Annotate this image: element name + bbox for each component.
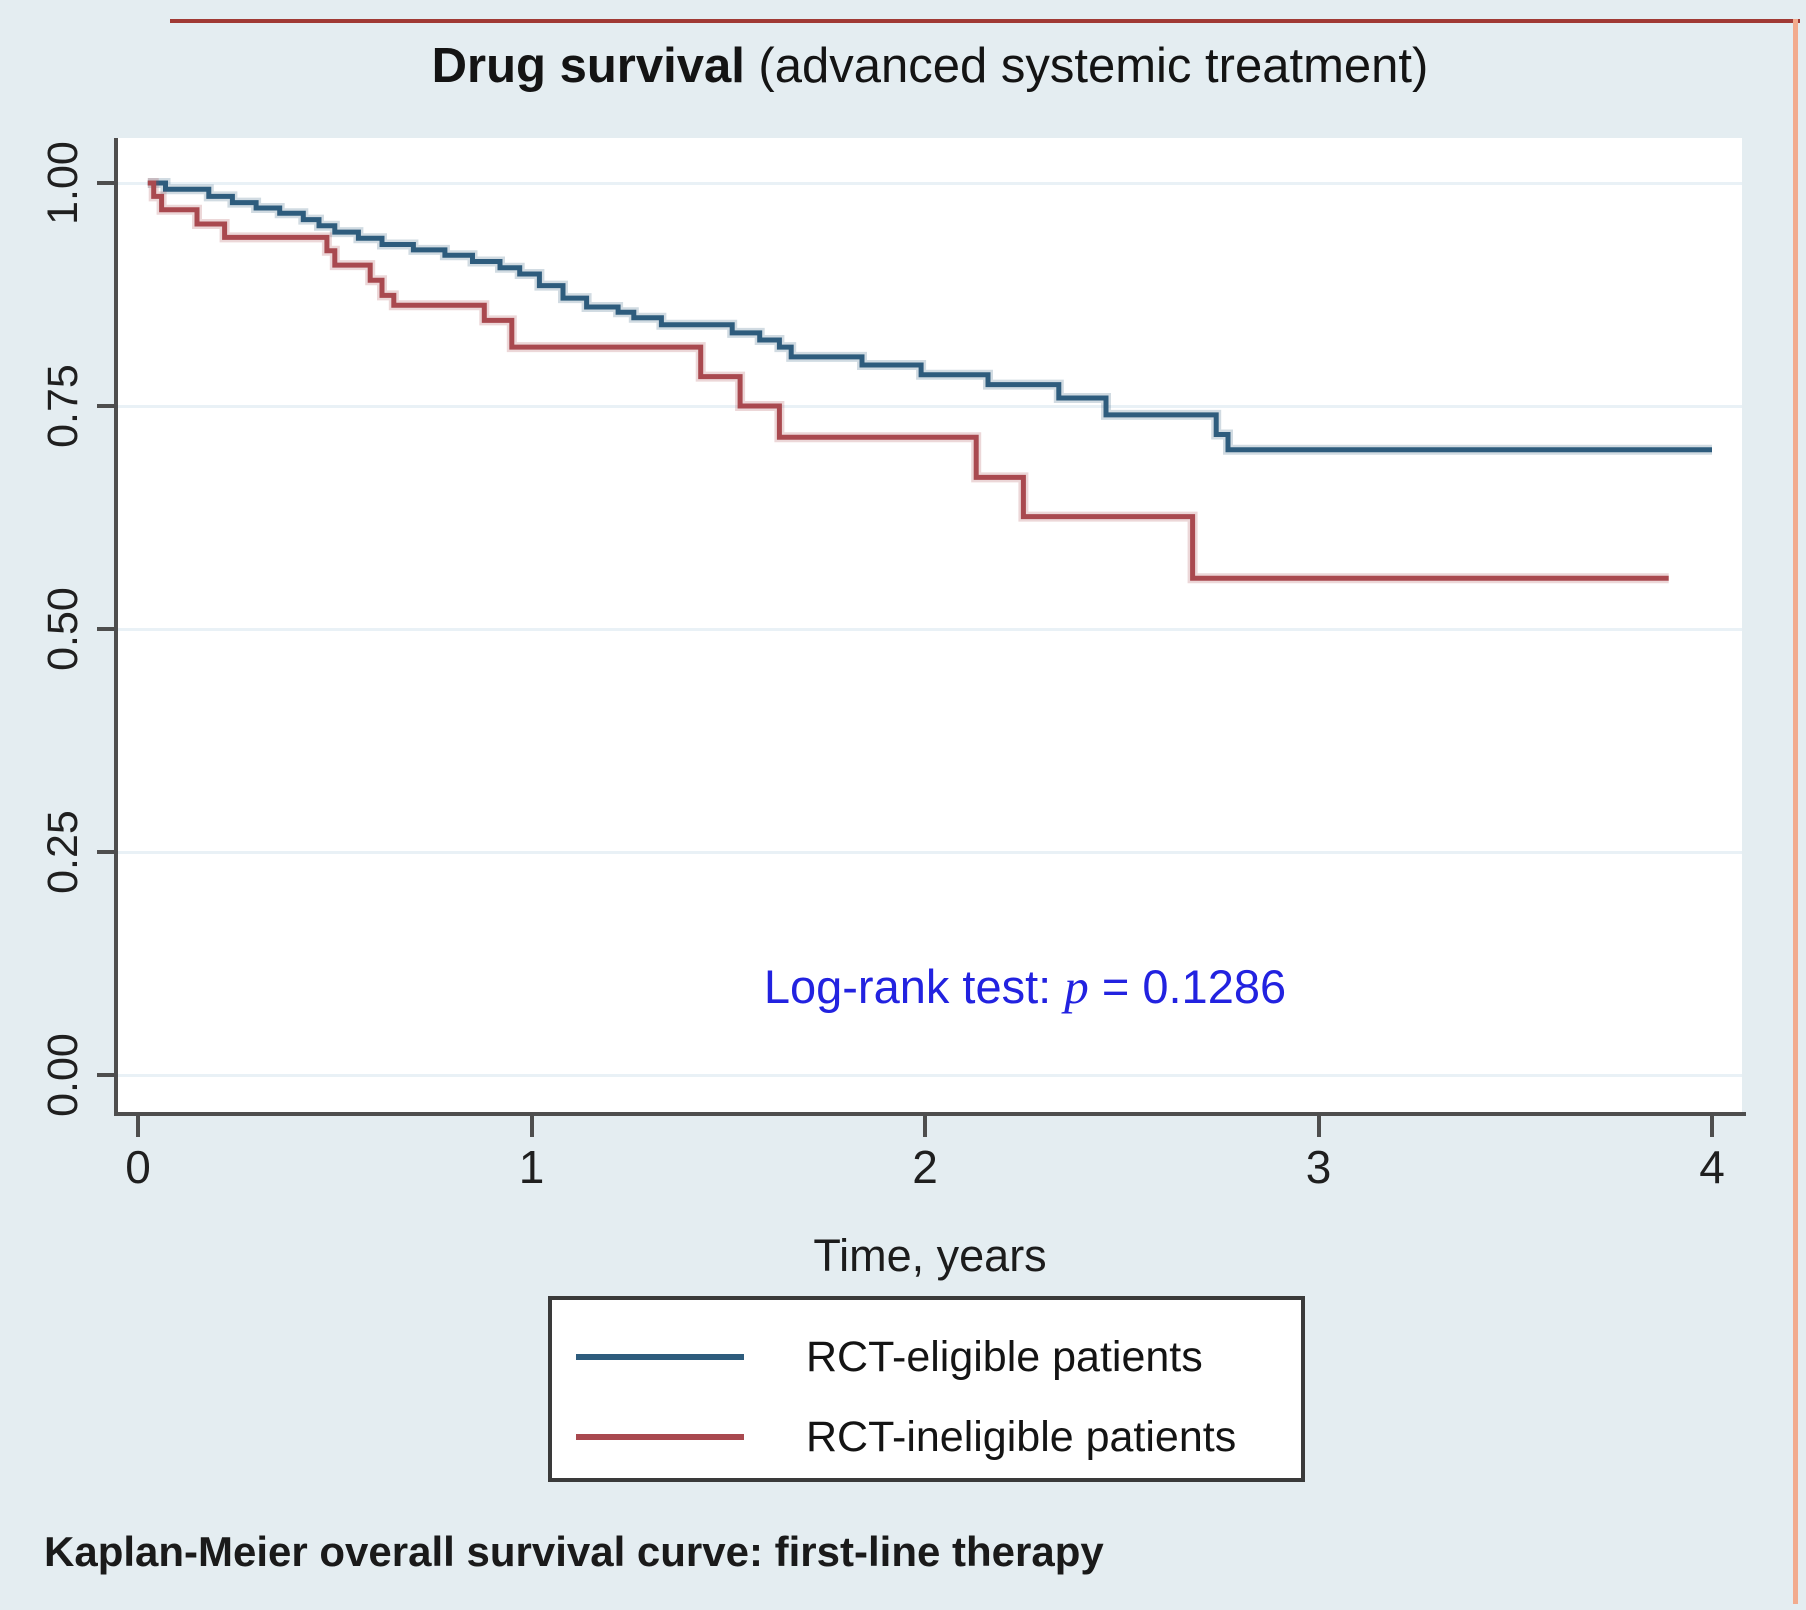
x-tick-label: 0 — [125, 1141, 151, 1193]
km-curve-halo — [147, 178, 1712, 455]
x-tick-label: 4 — [1699, 1141, 1725, 1193]
top-crop-line — [170, 19, 1800, 23]
y-tick-mark — [97, 1073, 114, 1077]
y-axis-line — [114, 138, 118, 1116]
eligible-line-swatch — [576, 1354, 744, 1360]
y-tick-mark — [97, 404, 114, 408]
plot-area — [118, 138, 1742, 1112]
x-tick-mark — [1316, 1116, 1321, 1137]
km-curve-rct-eligible — [147, 180, 1712, 453]
legend-item-ineligible: RCT-ineligible patients — [552, 1412, 1301, 1462]
x-tick-mark — [529, 1116, 534, 1137]
logrank-annotation: Log-rank test: p = 0.1286 — [600, 958, 1450, 1015]
y-tick-mark — [97, 627, 114, 631]
chart-title-subtitle: (advanced systemic treatment) — [744, 39, 1429, 93]
km-curve-rct-ineligible — [147, 180, 1669, 581]
legend-label-eligible: RCT-eligible patients — [806, 1332, 1203, 1381]
ineligible-line-swatch — [576, 1434, 744, 1440]
logrank-value: = 0.1286 — [1088, 960, 1287, 1013]
logrank-prefix: Log-rank test: — [763, 960, 1065, 1013]
legend-item-eligible: RCT-eligible patients — [552, 1332, 1301, 1382]
x-tick-mark — [1710, 1116, 1714, 1137]
x-axis-title: Time, years — [813, 1230, 1047, 1281]
x-axis-line — [114, 1112, 1746, 1116]
x-tick-mark — [923, 1116, 927, 1137]
x-tick-label: 2 — [912, 1141, 938, 1193]
h-gridline — [118, 1074, 1742, 1077]
x-tick-mark — [136, 1116, 140, 1137]
x-tick-label: 3 — [1305, 1141, 1332, 1193]
h-gridline — [118, 851, 1742, 854]
h-gridline — [118, 628, 1742, 631]
legend-box: RCT-eligible patients RCT-ineligible pat… — [548, 1296, 1305, 1482]
legend-label-ineligible: RCT-ineligible patients — [806, 1412, 1237, 1461]
logrank-p-symbol: p — [1064, 959, 1089, 1014]
chart-title: Drug survival (advanced systemic treatme… — [118, 38, 1742, 94]
y-tick-mark — [97, 181, 114, 185]
figure-caption: Kaplan-Meier overall survival curve: fir… — [44, 1528, 1104, 1575]
x-tick-label: 1 — [518, 1141, 545, 1193]
y-tick-mark — [97, 850, 114, 854]
h-gridline — [118, 182, 1742, 185]
h-gridline — [118, 405, 1742, 408]
chart-title-bold: Drug survival — [431, 39, 745, 93]
right-crop-line — [1793, 19, 1798, 1604]
